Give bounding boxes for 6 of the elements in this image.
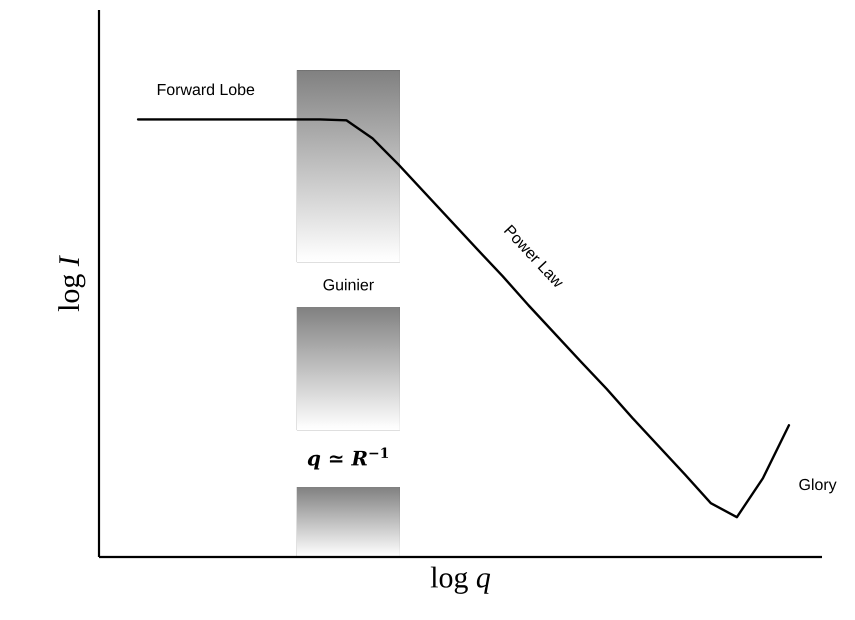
x-axis-title: log q <box>430 566 490 594</box>
annotation: Guinier <box>324 278 374 290</box>
annotation: q ≃ R$^{−1}$ <box>308 448 388 470</box>
annotation: Glory <box>799 478 837 494</box>
text: Forward Lobe <box>158 83 254 96</box>
y-axis-title: log I <box>58 255 86 312</box>
